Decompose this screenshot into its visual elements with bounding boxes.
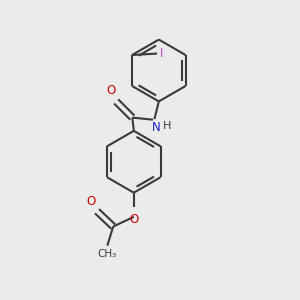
Text: I: I	[159, 47, 163, 60]
Text: CH₃: CH₃	[98, 249, 117, 259]
Text: O: O	[106, 84, 116, 97]
Text: N: N	[152, 121, 160, 134]
Text: O: O	[86, 195, 96, 208]
Text: H: H	[163, 121, 171, 130]
Text: O: O	[129, 213, 138, 226]
